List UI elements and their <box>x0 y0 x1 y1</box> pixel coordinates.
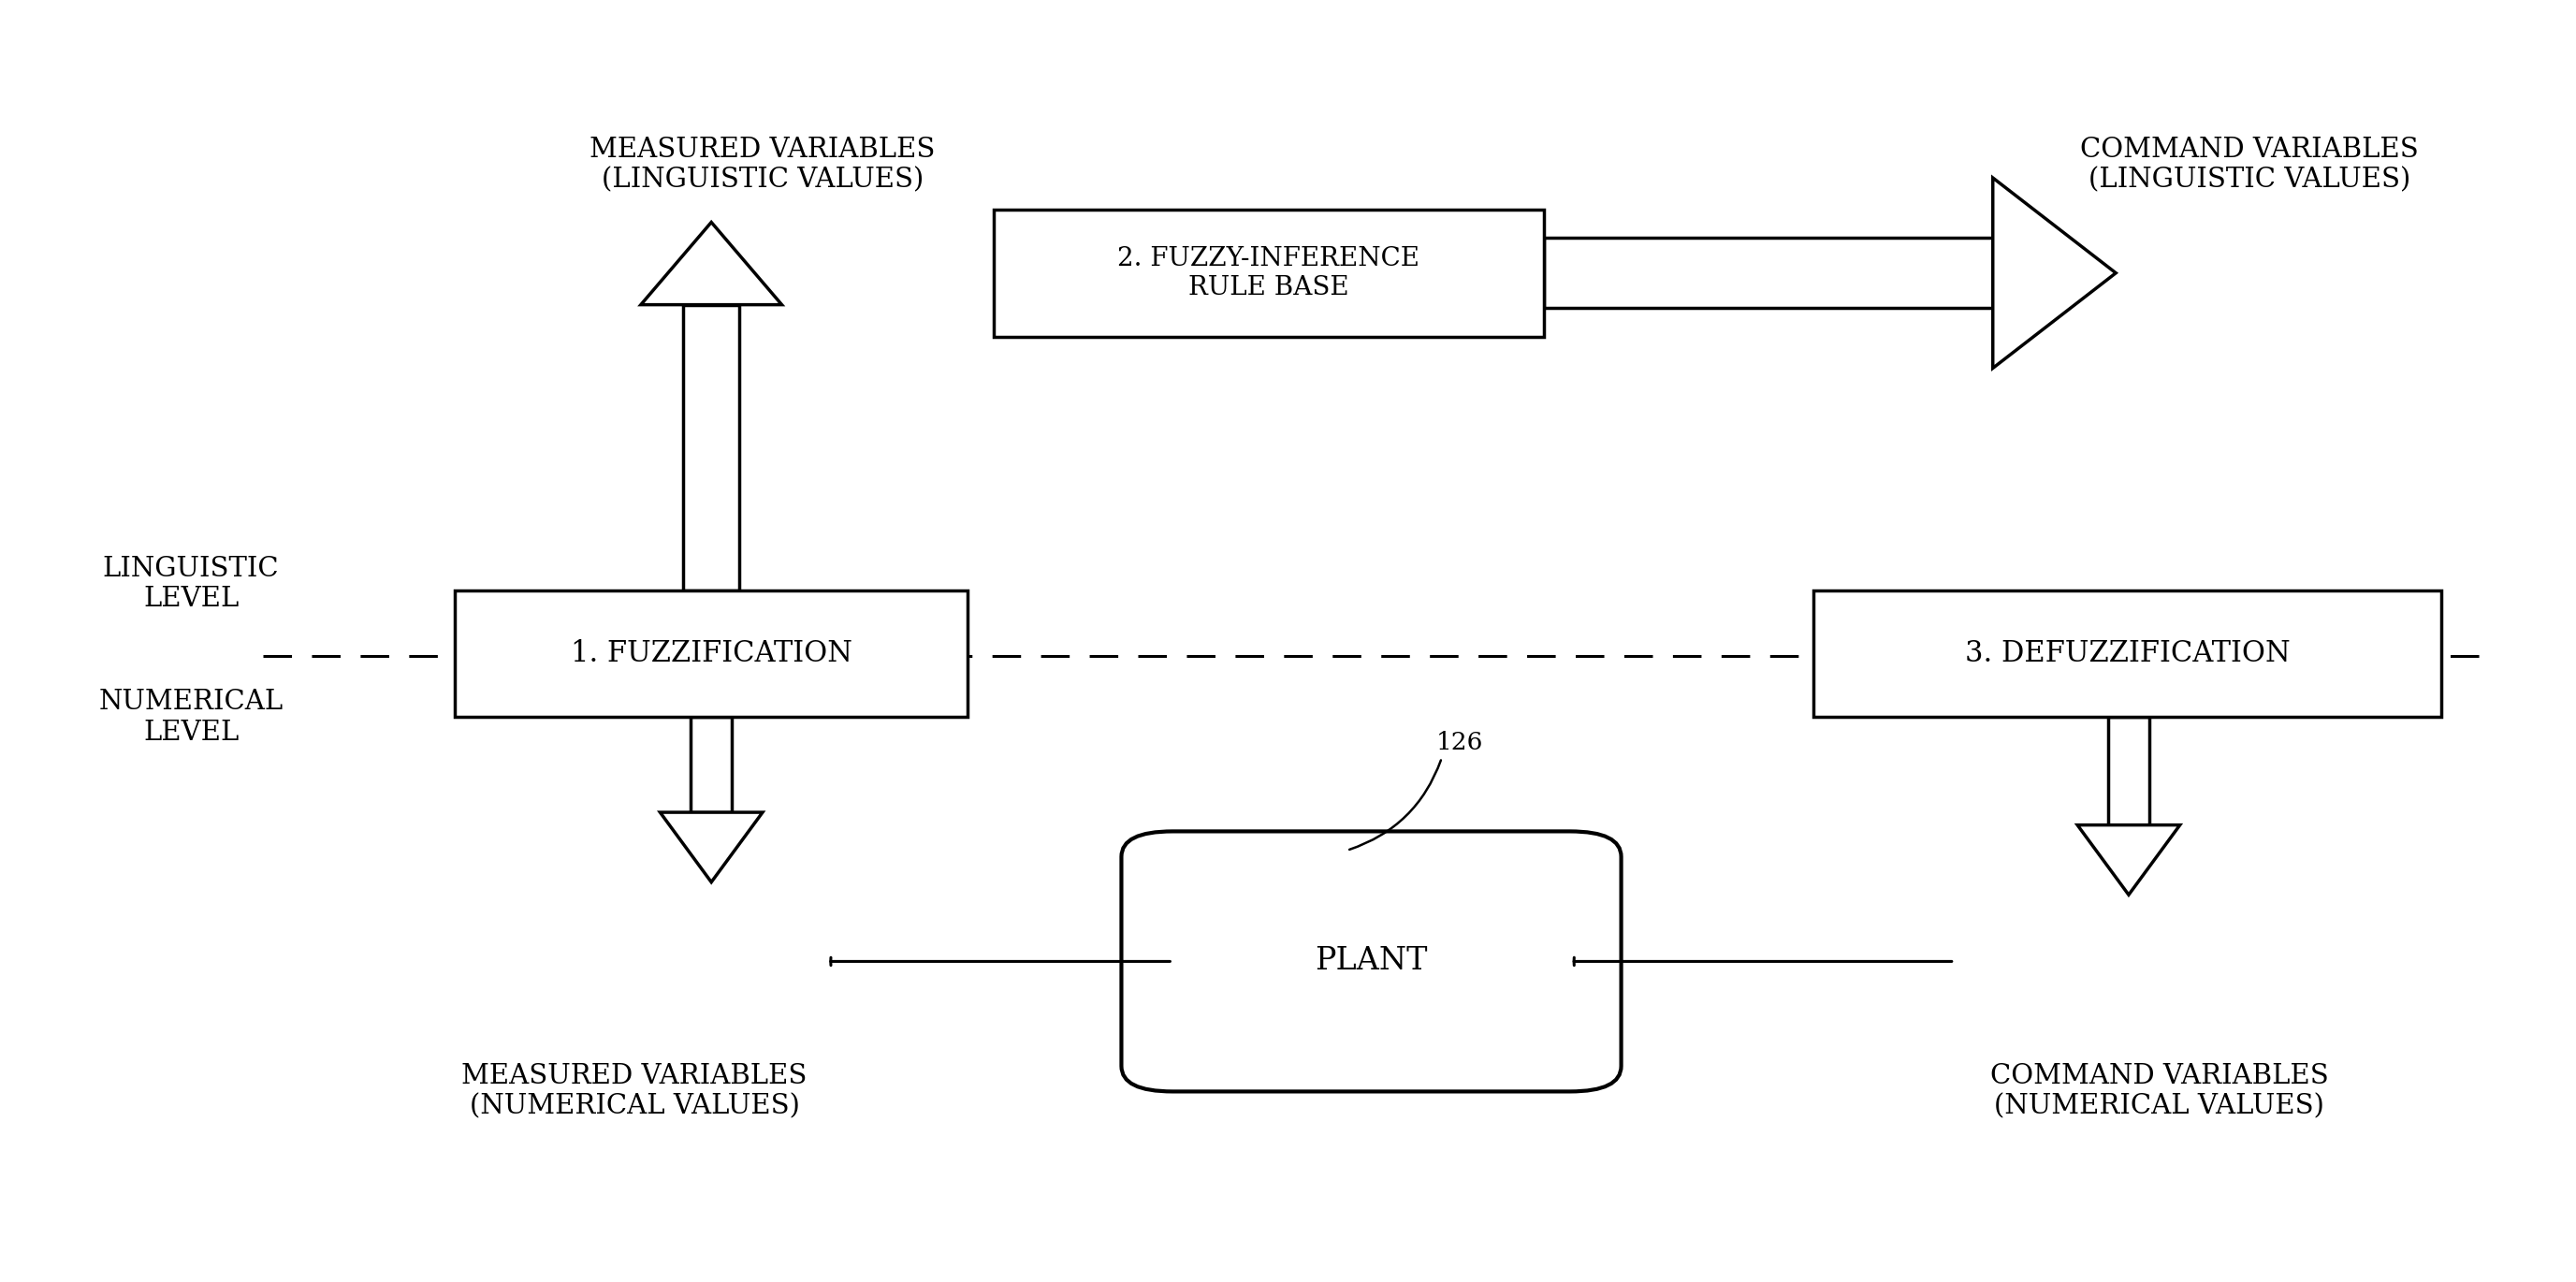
Polygon shape <box>641 222 781 305</box>
Polygon shape <box>683 305 739 590</box>
Text: PLANT: PLANT <box>1314 946 1427 977</box>
Text: NUMERICAL
LEVEL: NUMERICAL LEVEL <box>98 688 283 745</box>
Text: LINGUISTIC
LEVEL: LINGUISTIC LEVEL <box>103 555 278 612</box>
Text: 126: 126 <box>1437 731 1484 754</box>
Polygon shape <box>690 717 732 813</box>
Polygon shape <box>1994 178 2115 368</box>
FancyBboxPatch shape <box>1814 590 2442 717</box>
Polygon shape <box>1543 238 1994 308</box>
Text: MEASURED VARIABLES
(LINGUISTIC VALUES): MEASURED VARIABLES (LINGUISTIC VALUES) <box>590 137 935 194</box>
Polygon shape <box>2076 826 2179 895</box>
Text: COMMAND VARIABLES
(LINGUISTIC VALUES): COMMAND VARIABLES (LINGUISTIC VALUES) <box>2079 137 2419 194</box>
FancyBboxPatch shape <box>456 590 969 717</box>
Polygon shape <box>659 813 762 882</box>
Text: MEASURED VARIABLES
(NUMERICAL VALUES): MEASURED VARIABLES (NUMERICAL VALUES) <box>461 1063 806 1119</box>
FancyArrowPatch shape <box>1350 760 1440 850</box>
Text: COMMAND VARIABLES
(NUMERICAL VALUES): COMMAND VARIABLES (NUMERICAL VALUES) <box>1991 1063 2329 1119</box>
Polygon shape <box>2107 717 2148 826</box>
Text: 3. DEFUZZIFICATION: 3. DEFUZZIFICATION <box>1965 640 2290 668</box>
Text: 1. FUZZIFICATION: 1. FUZZIFICATION <box>569 640 853 668</box>
FancyBboxPatch shape <box>994 209 1543 336</box>
Text: 2. FUZZY-INFERENCE
RULE BASE: 2. FUZZY-INFERENCE RULE BASE <box>1118 246 1419 300</box>
FancyBboxPatch shape <box>1121 831 1620 1091</box>
